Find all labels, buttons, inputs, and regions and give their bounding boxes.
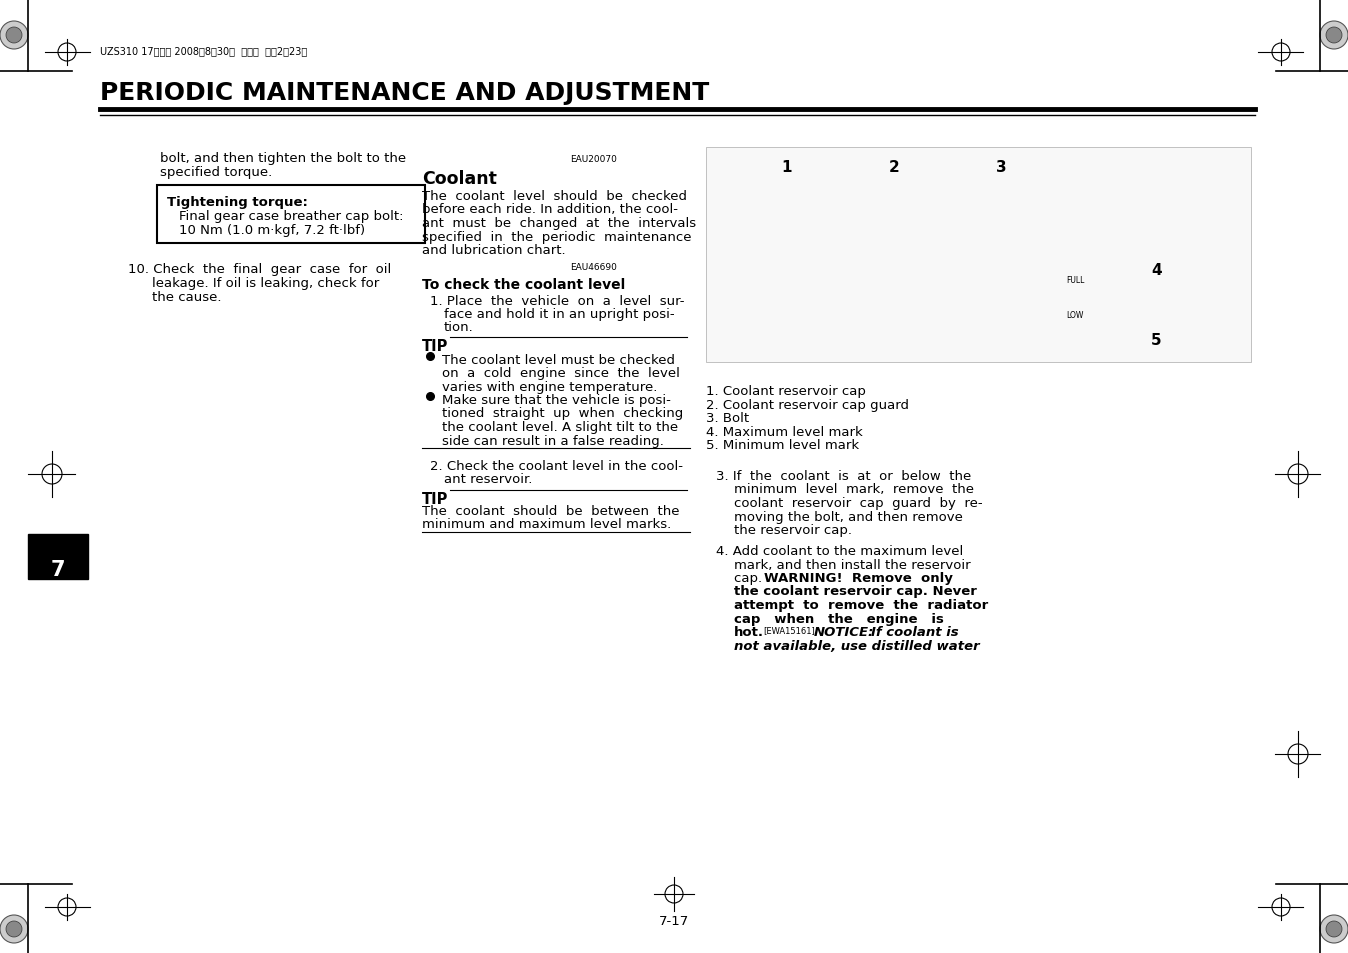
Text: Coolant: Coolant (422, 170, 497, 188)
Text: TIP: TIP (422, 338, 449, 354)
FancyBboxPatch shape (156, 186, 425, 244)
Text: 2. Check the coolant level in the cool-: 2. Check the coolant level in the cool- (430, 459, 683, 473)
Text: moving the bolt, and then remove: moving the bolt, and then remove (735, 510, 962, 523)
Text: PERIODIC MAINTENANCE AND ADJUSTMENT: PERIODIC MAINTENANCE AND ADJUSTMENT (100, 81, 709, 105)
Text: on  a  cold  engine  since  the  level: on a cold engine since the level (442, 367, 679, 380)
Text: 1. Coolant reservoir cap: 1. Coolant reservoir cap (706, 385, 865, 397)
Text: EAU20070: EAU20070 (570, 154, 617, 164)
Text: 1: 1 (780, 160, 791, 174)
Text: 4. Add coolant to the maximum level: 4. Add coolant to the maximum level (716, 544, 964, 558)
Text: not available, use distilled water: not available, use distilled water (735, 639, 980, 652)
Text: the coolant reservoir cap. Never: the coolant reservoir cap. Never (735, 585, 977, 598)
Text: The  coolant  level  should  be  checked: The coolant level should be checked (422, 190, 687, 203)
Text: and lubrication chart.: and lubrication chart. (422, 244, 566, 256)
Text: hot.: hot. (735, 625, 764, 639)
Text: TIP: TIP (422, 492, 449, 506)
Circle shape (1320, 915, 1348, 943)
Text: 10. Check  the  final  gear  case  for  oil: 10. Check the final gear case for oil (128, 263, 391, 275)
Text: 2: 2 (888, 160, 899, 174)
Text: side can result in a false reading.: side can result in a false reading. (442, 434, 663, 447)
Text: 5. Minimum level mark: 5. Minimum level mark (706, 438, 859, 452)
Text: Final gear case breather cap bolt:: Final gear case breather cap bolt: (179, 210, 403, 223)
Text: 4: 4 (1151, 263, 1162, 277)
Text: the cause.: the cause. (152, 291, 221, 304)
Text: The coolant level must be checked: The coolant level must be checked (442, 354, 675, 367)
Text: 7: 7 (51, 559, 65, 579)
Text: the coolant level. A slight tilt to the: the coolant level. A slight tilt to the (442, 420, 678, 434)
Text: EAU46690: EAU46690 (570, 263, 617, 272)
Circle shape (5, 28, 22, 44)
Text: The  coolant  should  be  between  the: The coolant should be between the (422, 504, 679, 517)
Text: leakage. If oil is leaking, check for: leakage. If oil is leaking, check for (152, 276, 379, 290)
Text: WARNING!  Remove  only: WARNING! Remove only (764, 572, 953, 584)
Text: the reservoir cap.: the reservoir cap. (735, 523, 852, 537)
Text: 4. Maximum level mark: 4. Maximum level mark (706, 425, 863, 438)
Text: before each ride. In addition, the cool-: before each ride. In addition, the cool- (422, 203, 678, 216)
Circle shape (0, 22, 28, 50)
Text: minimum and maximum level marks.: minimum and maximum level marks. (422, 517, 671, 531)
Text: FULL: FULL (1066, 275, 1084, 285)
Text: varies with engine temperature.: varies with engine temperature. (442, 380, 658, 394)
Text: bolt, and then tighten the bolt to the: bolt, and then tighten the bolt to the (160, 152, 406, 165)
Text: face and hold it in an upright posi-: face and hold it in an upright posi- (443, 308, 674, 320)
Text: If coolant is: If coolant is (871, 625, 958, 639)
FancyBboxPatch shape (28, 535, 88, 579)
Text: ant reservoir.: ant reservoir. (443, 473, 532, 485)
Text: Tightening torque:: Tightening torque: (167, 195, 307, 209)
Circle shape (1326, 921, 1343, 937)
Text: 10 Nm (1.0 m·kgf, 7.2 ft·lbf): 10 Nm (1.0 m·kgf, 7.2 ft·lbf) (179, 224, 365, 236)
Text: 3. Bolt: 3. Bolt (706, 412, 749, 424)
Text: tioned  straight  up  when  checking: tioned straight up when checking (442, 407, 683, 420)
Text: 3: 3 (996, 160, 1007, 174)
Text: ant  must  be  changed  at  the  intervals: ant must be changed at the intervals (422, 216, 696, 230)
Circle shape (1326, 28, 1343, 44)
Text: 5: 5 (1151, 333, 1162, 348)
Text: 7-17: 7-17 (659, 914, 689, 927)
Text: [EWA15161]: [EWA15161] (763, 625, 814, 635)
Text: tion.: tion. (443, 320, 473, 334)
Text: specified torque.: specified torque. (160, 166, 272, 179)
Text: UZS310 17ページ 2008年8月30日  土曜日  午後2時23分: UZS310 17ページ 2008年8月30日 土曜日 午後2時23分 (100, 46, 307, 56)
Text: 1. Place  the  vehicle  on  a  level  sur-: 1. Place the vehicle on a level sur- (430, 294, 685, 308)
Text: cap.: cap. (735, 572, 771, 584)
Text: Make sure that the vehicle is posi-: Make sure that the vehicle is posi- (442, 394, 671, 407)
Text: coolant  reservoir  cap  guard  by  re-: coolant reservoir cap guard by re- (735, 497, 983, 510)
Text: attempt  to  remove  the  radiator: attempt to remove the radiator (735, 598, 988, 612)
Text: 3. If  the  coolant  is  at  or  below  the: 3. If the coolant is at or below the (716, 470, 972, 482)
Text: minimum  level  mark,  remove  the: minimum level mark, remove the (735, 483, 975, 496)
Text: NOTICE:: NOTICE: (814, 625, 875, 639)
Text: cap   when   the   engine   is: cap when the engine is (735, 612, 944, 625)
Text: specified  in  the  periodic  maintenance: specified in the periodic maintenance (422, 231, 692, 243)
Text: 2. Coolant reservoir cap guard: 2. Coolant reservoir cap guard (706, 398, 909, 411)
Circle shape (1320, 22, 1348, 50)
FancyBboxPatch shape (706, 148, 1251, 363)
Circle shape (5, 921, 22, 937)
Text: LOW: LOW (1066, 311, 1084, 319)
Text: To check the coolant level: To check the coolant level (422, 277, 625, 292)
Text: mark, and then install the reservoir: mark, and then install the reservoir (735, 558, 971, 571)
Circle shape (0, 915, 28, 943)
